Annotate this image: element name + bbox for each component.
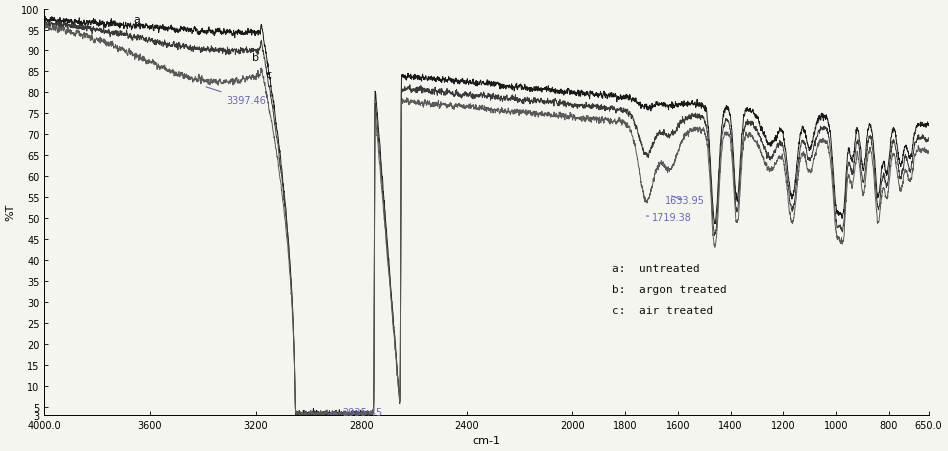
X-axis label: cm-1: cm-1 — [472, 436, 501, 446]
Text: 1633.95: 1633.95 — [665, 196, 704, 206]
Text: a: a — [134, 15, 140, 25]
Text: b:  argon treated: b: argon treated — [611, 285, 726, 295]
Text: c: c — [265, 69, 272, 79]
Text: c:  air treated: c: air treated — [611, 306, 713, 316]
Text: 3397.46: 3397.46 — [206, 88, 266, 106]
Text: 1719.38: 1719.38 — [647, 213, 691, 223]
Text: a:  untreated: a: untreated — [611, 264, 700, 274]
Text: 2935.45: 2935.45 — [328, 407, 383, 417]
Text: b: b — [252, 53, 259, 63]
Y-axis label: %T: %T — [6, 204, 15, 221]
